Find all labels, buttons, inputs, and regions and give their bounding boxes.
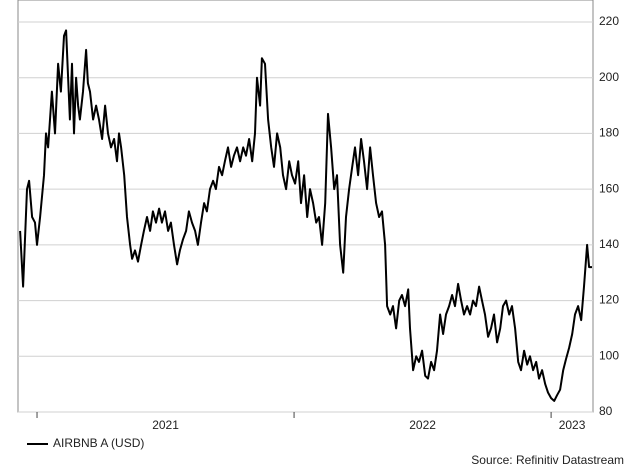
y-tick-label: 180 xyxy=(599,126,619,140)
x-tick-label: 2023 xyxy=(559,418,586,432)
x-tick-label: 2021 xyxy=(152,418,179,432)
legend-label: AIRBNB A (USD) xyxy=(53,436,144,450)
price-line xyxy=(19,29,592,402)
y-tick-label: 200 xyxy=(599,70,619,84)
y-tick-label: 120 xyxy=(599,293,619,307)
y-tick-label: 220 xyxy=(599,14,619,28)
y-tick-label: 80 xyxy=(599,404,613,418)
y-tick-label: 140 xyxy=(599,237,619,251)
x-tick-label: 2022 xyxy=(409,418,436,432)
source-note: Source: Refinitiv Datastream xyxy=(471,453,624,467)
y-tick-label: 100 xyxy=(599,348,619,362)
y-tick-label: 160 xyxy=(599,181,619,195)
